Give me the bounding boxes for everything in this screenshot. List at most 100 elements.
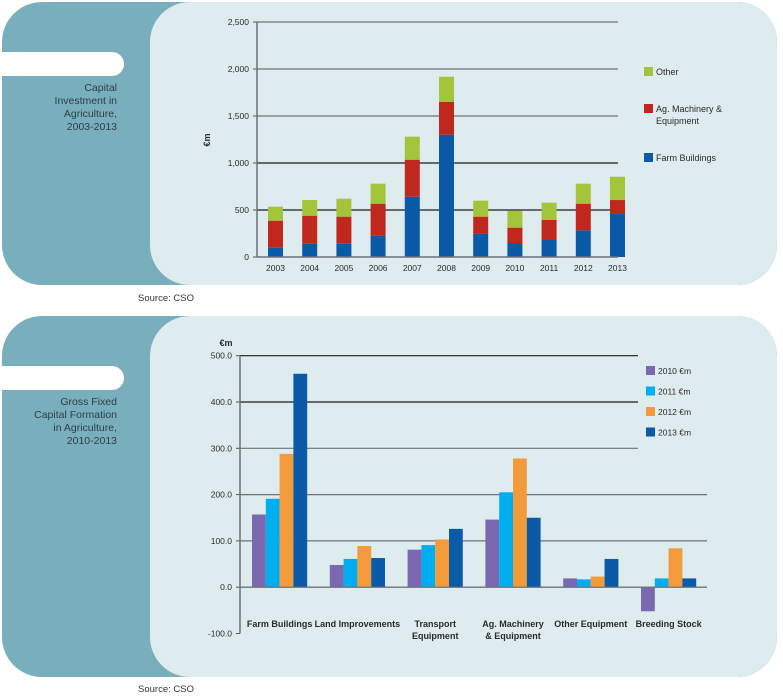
bar-segment [370, 203, 386, 236]
bar-segment [336, 216, 352, 244]
bar [654, 578, 669, 588]
bar [590, 576, 605, 588]
y-tick-label: 0.0 [220, 582, 232, 592]
y-tick-label: 2,000 [228, 64, 250, 74]
x-tick-label: & Equipment [485, 631, 541, 641]
bar-segment [439, 101, 454, 135]
bar [641, 587, 655, 612]
title-line: 2010-2013 [66, 435, 117, 447]
panel-title: Gross Fixed Capital Formation in Agricul… [2, 396, 117, 448]
title-line: 2003-2013 [66, 121, 117, 133]
bar-segment [302, 243, 318, 257]
bar-segment [575, 183, 591, 204]
bar-segment [268, 247, 283, 257]
panel-tab-decoration [2, 366, 124, 390]
bar [604, 558, 619, 588]
y-tick-label: 2,500 [228, 17, 250, 27]
legend-swatch [644, 153, 653, 162]
y-axis-label: €m [219, 338, 232, 348]
y-tick-label: 1,000 [228, 158, 250, 168]
bar-segment [507, 242, 523, 257]
chart-area [150, 2, 777, 285]
x-tick-label: Other Equipment [554, 619, 627, 629]
legend-swatch [646, 366, 655, 375]
bar [371, 558, 385, 588]
source-note: Source: CSO [138, 684, 194, 695]
y-tick-label: 200.0 [211, 490, 233, 500]
bar [485, 519, 500, 588]
y-tick-label: 1,500 [228, 111, 250, 121]
capital-investment-panel: Capital Investment in Agriculture, 2003-… [2, 2, 777, 285]
bar-segment [370, 235, 386, 257]
bar-segment [439, 76, 454, 102]
title-line: Capital [84, 82, 117, 94]
bar-segment [336, 243, 352, 257]
title-line: Gross Fixed [60, 396, 117, 408]
x-tick-label: 2010 [505, 263, 524, 273]
legend-swatch [644, 67, 653, 76]
x-tick-label: Transport [414, 619, 456, 629]
panel-title: Capital Investment in Agriculture, 2003-… [2, 82, 117, 134]
bar-segment [302, 215, 318, 244]
x-tick-label: Land Improvements [315, 619, 401, 629]
x-tick-label: 2013 [608, 263, 627, 273]
bar-segment [404, 159, 420, 197]
legend-label: 2013 €m [658, 428, 691, 438]
x-tick-label: 2003 [266, 263, 285, 273]
x-tick-label: 2009 [471, 263, 490, 273]
bar-segment [302, 200, 318, 216]
gross-fixed-capital-panel: Gross Fixed Capital Formation in Agricul… [2, 316, 777, 677]
x-tick-label: Farm Buildings [247, 619, 313, 629]
legend-label: Farm Buildings [656, 153, 717, 163]
bar [421, 545, 436, 588]
bar [526, 517, 541, 588]
bar-segment [610, 200, 625, 215]
bar [513, 458, 527, 588]
y-tick-label: 400.0 [211, 397, 233, 407]
legend-label: 2011 €m [658, 387, 690, 397]
source-note: Source: CSO [138, 293, 194, 304]
bar-segment [507, 210, 523, 228]
title-line: Agriculture, [63, 108, 117, 120]
x-tick-label: 2005 [334, 263, 353, 273]
bar [329, 564, 344, 588]
bar-segment [473, 200, 489, 217]
bar-segment [268, 220, 283, 248]
bar [343, 558, 358, 588]
bar [293, 373, 308, 588]
title-line: Capital Formation [34, 409, 117, 421]
bar-segment [541, 219, 557, 240]
title-line: in Agriculture, [53, 422, 117, 434]
x-tick-label: 2011 [540, 263, 559, 273]
bar [435, 539, 449, 588]
bar-segment [610, 214, 625, 257]
bar-segment [507, 227, 523, 243]
x-tick-label: 2012 [574, 263, 593, 273]
bar [265, 498, 280, 588]
y-tick-label: 500 [235, 205, 249, 215]
legend-swatch [646, 386, 655, 396]
bar-segment [370, 183, 386, 204]
y-tick-label: 500.0 [211, 351, 233, 361]
x-tick-label: 2008 [437, 263, 456, 273]
bar-segment [541, 202, 557, 220]
bar-segment [473, 233, 489, 257]
legend-swatch [646, 427, 655, 437]
bar [407, 549, 422, 588]
bar [252, 514, 266, 588]
panel-tab-decoration [2, 52, 124, 76]
bar-segment [268, 206, 283, 221]
y-tick-label: 100.0 [211, 536, 233, 546]
y-tick-label: 300.0 [211, 443, 233, 453]
bar [668, 548, 683, 588]
bar-segment [404, 136, 420, 160]
x-tick-label: 2007 [403, 263, 422, 273]
x-tick-label: Equipment [412, 631, 459, 641]
legend-swatch [646, 407, 655, 416]
y-axis-label: €m [202, 133, 212, 146]
x-tick-label: 2004 [300, 263, 319, 273]
bar-segment [473, 216, 489, 234]
bar [499, 492, 513, 588]
